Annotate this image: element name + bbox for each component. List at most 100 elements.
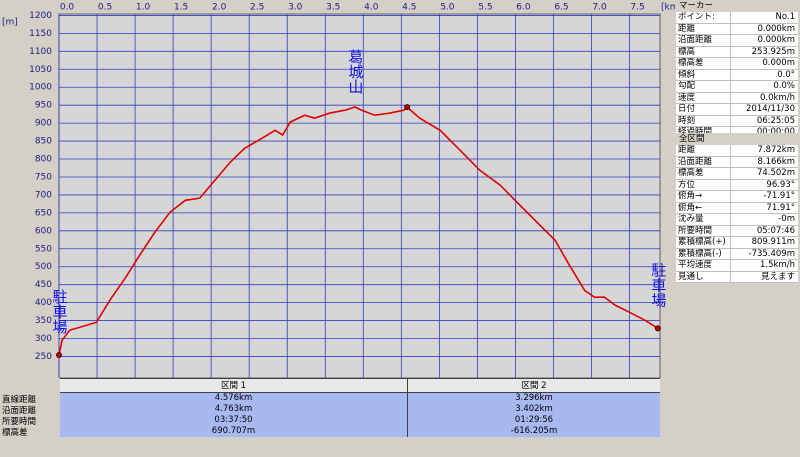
panel-value: 253.925m — [751, 46, 795, 57]
table-row: 沿面距離 4.763km 3.402km — [0, 404, 660, 416]
panel-label: 沿面距離 — [676, 35, 731, 46]
table-header: 区間 1 区間 2 — [0, 378, 660, 393]
table-cell: 4.576km — [60, 393, 408, 404]
x-tick-label: 2.0 — [212, 3, 227, 13]
panel-label: ポイント: — [676, 12, 731, 23]
panel-value: 71.91° — [766, 202, 795, 213]
panel-title: マーカー — [676, 0, 798, 12]
panel-label: 累積標高(-) — [676, 248, 731, 259]
panel-row: 俯角→ -71.91° — [676, 191, 798, 203]
panel-value: -0m — [778, 214, 795, 224]
panel-label: 速度 — [676, 92, 731, 103]
panel-title: 全区間 — [676, 133, 798, 145]
y-tick-label: 700 — [35, 190, 52, 200]
panel-row: 所要時間 05:07:46 — [676, 225, 798, 237]
table-cell: 690.707m — [60, 426, 408, 437]
table-cell: 所要時間 — [0, 415, 60, 427]
panel-row: 標高差 74.502m — [676, 168, 798, 180]
panel-label: 距離 — [676, 23, 731, 34]
plot-area — [58, 13, 661, 378]
panel-label: 傾斜 — [676, 69, 731, 80]
panel-label: 累積標高(+) — [676, 237, 731, 248]
y-tick-label: 850 — [35, 137, 52, 147]
panel-row: 俯角← 71.91° — [676, 202, 798, 214]
x-tick-label: 5.0 — [440, 3, 455, 13]
panel-row: 沈み量 -0m — [676, 214, 798, 226]
y-tick-label: 300 — [35, 334, 52, 344]
panel-value: 00:00:00 — [756, 127, 795, 137]
table-cell: 沿面距離 — [0, 404, 60, 416]
panel-label: 俯角← — [676, 202, 731, 213]
table-cell: 03:37:50 — [60, 415, 408, 426]
y-tick-label: 650 — [35, 208, 52, 218]
annotation: 駐車場 — [51, 289, 69, 334]
panel-row: 標高差 0.000m — [676, 58, 798, 70]
x-axis-unit: [km] — [661, 3, 675, 13]
y-tick-label: 1200 — [29, 11, 52, 21]
waypoint — [56, 352, 62, 359]
panel-label: 標高 — [676, 46, 731, 57]
panel-value: 0.000km — [757, 35, 795, 45]
panel-value: 74.502m — [756, 168, 795, 178]
panel-row: 累積標高(-) -735.409m — [676, 248, 798, 260]
panel-row: 方位 96.93° — [676, 179, 798, 191]
panel-value: 05:07:46 — [756, 225, 795, 236]
panel-row: 累積標高(+) 809.911m — [676, 237, 798, 249]
table-row: 直線距離 4.576km 3.296km — [0, 393, 660, 405]
table-cell: 直線距離 — [0, 393, 60, 405]
panel-label: 標高差 — [676, 168, 731, 179]
panel-value: 0.0% — [773, 81, 795, 91]
section-table: 区間 1 区間 2 直線距離 4.576km 3.296km 沿面距離 4.763km 3.4… — [0, 378, 660, 438]
panel-row: ポイント: No.1 — [676, 12, 798, 24]
y-tick-label: 1150 — [29, 29, 52, 39]
annotation: 駐車場 — [649, 262, 667, 307]
table-row: 所要時間 03:37:50 01:29:56 — [0, 415, 660, 427]
panel-row: 距離 0.000km — [676, 23, 798, 35]
panel-value: 0.0km/h — [760, 92, 795, 103]
y-tick-label: 500 — [35, 262, 52, 272]
y-tick-label: 250 — [35, 352, 52, 362]
panel-value: 8.166km — [757, 156, 795, 167]
y-tick-label: 450 — [35, 280, 52, 290]
table-cell: 01:29:56 — [408, 415, 660, 426]
y-tick-label: 1050 — [29, 65, 52, 75]
x-tick-label: 4.0 — [364, 3, 379, 13]
panel-row: 沿面距離 0.000km — [676, 35, 798, 47]
panel-label: 距離 — [676, 145, 731, 156]
panel-value: 0.0° — [777, 69, 795, 80]
waypoint — [654, 325, 661, 332]
table-cell: 標高差 — [0, 426, 60, 438]
x-tick-label: 0.0 — [60, 3, 75, 13]
panel-label: 経過時間 — [676, 127, 731, 138]
panel-value: 06:25:05 — [756, 115, 795, 126]
panel-label: 日付 — [676, 104, 731, 115]
x-tick-label: 1.5 — [174, 3, 188, 13]
x-tick-label: 2.5 — [250, 3, 264, 13]
panel-label: 標高差 — [676, 58, 731, 69]
x-tick-label: 3.5 — [326, 3, 340, 13]
panel-label: 所要時間 — [676, 225, 731, 236]
panel-row: 速度 0.0km/h — [676, 92, 798, 104]
header-cell: 区間 1 — [60, 378, 408, 393]
y-tick-label: 600 — [35, 226, 52, 236]
panel-label: 平均速度 — [676, 260, 731, 271]
panel-value: No.1 — [775, 12, 795, 22]
panel-label: 沿面距離 — [676, 156, 731, 167]
panel-label: 見通し — [676, 271, 731, 282]
panel-row: 見通し 見えます — [676, 271, 798, 283]
y-tick-label: 900 — [35, 119, 52, 129]
panel-value: 7.872km — [757, 145, 795, 155]
header-cell — [0, 378, 60, 393]
panel-label: 勾配 — [676, 81, 731, 92]
x-tick-label: 5.5 — [478, 3, 492, 13]
x-tick-label: 6.0 — [516, 3, 531, 13]
y-tick-label: 950 — [35, 101, 52, 111]
panel-value: 1.5km/h — [760, 260, 795, 270]
panel-label: 俯角→ — [676, 191, 731, 202]
panel-label: 沈み量 — [676, 214, 731, 225]
panel-row: 傾斜 0.0° — [676, 69, 798, 81]
x-tick-label: 1.0 — [136, 3, 151, 13]
x-tick-label: 7.5 — [630, 3, 644, 13]
panel-value: 見えます — [760, 271, 795, 282]
panel-row: 平均速度 1.5km/h — [676, 260, 798, 272]
